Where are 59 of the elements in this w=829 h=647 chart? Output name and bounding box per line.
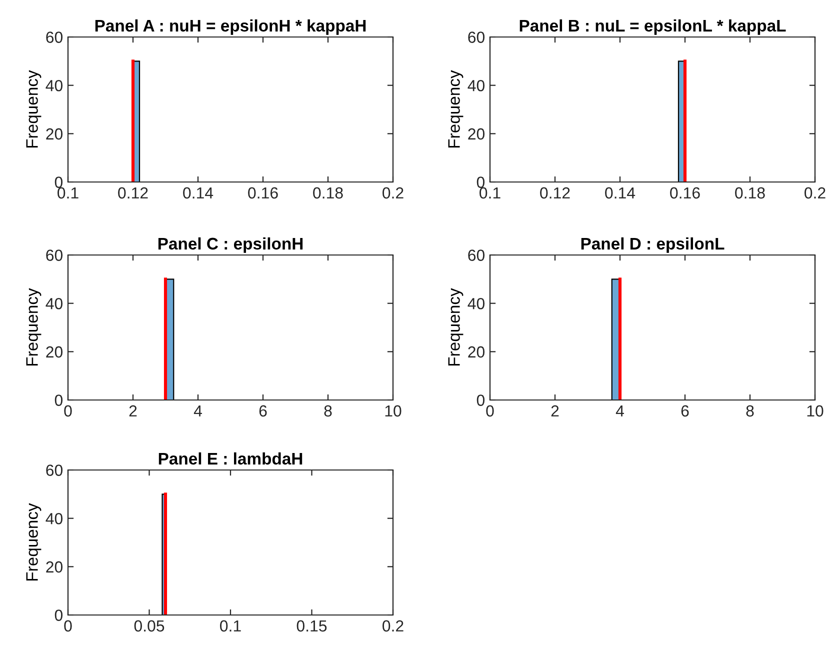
x-tick-label: 0.14 <box>183 187 214 199</box>
x-tick-label: 0 <box>64 405 72 417</box>
y-axis-title: Frequency <box>448 70 464 148</box>
chart-title: Panel D : epsilonL <box>581 237 724 253</box>
y-tick-label: 0 <box>54 610 63 621</box>
y-tick-label: 40 <box>46 512 63 524</box>
x-tick-label: 4 <box>194 405 202 416</box>
x-tick-label: 0 <box>64 620 72 632</box>
y-tick-label: 20 <box>468 346 485 358</box>
x-tick-label: 8 <box>324 405 332 417</box>
x-tick-label: 2 <box>551 405 559 416</box>
x-tick-label: 0.16 <box>248 187 278 199</box>
y-axis-title: Frequency <box>26 70 42 148</box>
y-tick-label: 20 <box>46 561 63 573</box>
x-tick-label: 0.14 <box>605 187 636 199</box>
y-tick-label: 60 <box>46 464 63 476</box>
chart-title: Panel C : epsilonH <box>158 237 303 253</box>
x-tick-label: 0.1 <box>480 187 500 199</box>
x-tick-label: 6 <box>681 405 689 417</box>
y-axis-title: Frequency <box>26 503 42 580</box>
y-tick-label: 0 <box>476 394 485 406</box>
y-tick-label: 60 <box>468 250 485 261</box>
x-tick-label: 0.2 <box>382 187 404 199</box>
y-tick-label: 60 <box>46 250 63 261</box>
chart-title: Panel B : nuL = epsilonL * kappaL <box>520 19 786 35</box>
x-tick-label: 8 <box>746 405 754 417</box>
x-tick-label: 0.15 <box>296 620 327 632</box>
x-tick-label: 0 <box>486 405 494 417</box>
y-tick-label: 40 <box>46 298 63 310</box>
x-tick-label: 0.1 <box>220 620 241 632</box>
x-tick-label: 4 <box>616 405 624 416</box>
x-tick-label: 0.2 <box>382 620 404 632</box>
y-axis-title: Frequency <box>26 288 42 366</box>
y-tick-label: 40 <box>468 298 485 310</box>
y-tick-label: 0 <box>54 394 63 406</box>
x-tick-label: 0.16 <box>670 187 700 199</box>
y-tick-label: 60 <box>468 32 485 43</box>
y-tick-label: 60 <box>46 32 63 43</box>
x-tick-label: 6 <box>259 405 267 417</box>
x-tick-label: 0.12 <box>540 187 570 199</box>
x-tick-label: 0.05 <box>134 620 164 632</box>
chart-title: Panel A : nuH = epsilonH * kappaH <box>95 19 366 35</box>
x-tick-label: 0.1 <box>58 187 78 199</box>
x-tick-label: 0.12 <box>118 187 148 199</box>
y-axis-title: Frequency <box>448 288 464 366</box>
y-tick-label: 20 <box>468 128 485 140</box>
x-tick-label: 0.18 <box>313 187 343 199</box>
y-tick-label: 40 <box>46 80 63 92</box>
x-tick-label: 2 <box>129 405 137 416</box>
y-tick-label: 20 <box>46 128 63 140</box>
chart-title: Panel E : lambdaH <box>158 452 302 465</box>
x-tick-label: 0.2 <box>804 187 826 199</box>
y-tick-label: 40 <box>468 80 485 92</box>
y-tick-label: 0 <box>54 176 63 188</box>
y-tick-label: 20 <box>46 346 63 358</box>
y-tick-label: 0 <box>476 176 485 188</box>
x-tick-label: 10 <box>385 405 402 417</box>
x-tick-label: 0.18 <box>735 187 765 199</box>
x-tick-label: 10 <box>807 405 824 417</box>
